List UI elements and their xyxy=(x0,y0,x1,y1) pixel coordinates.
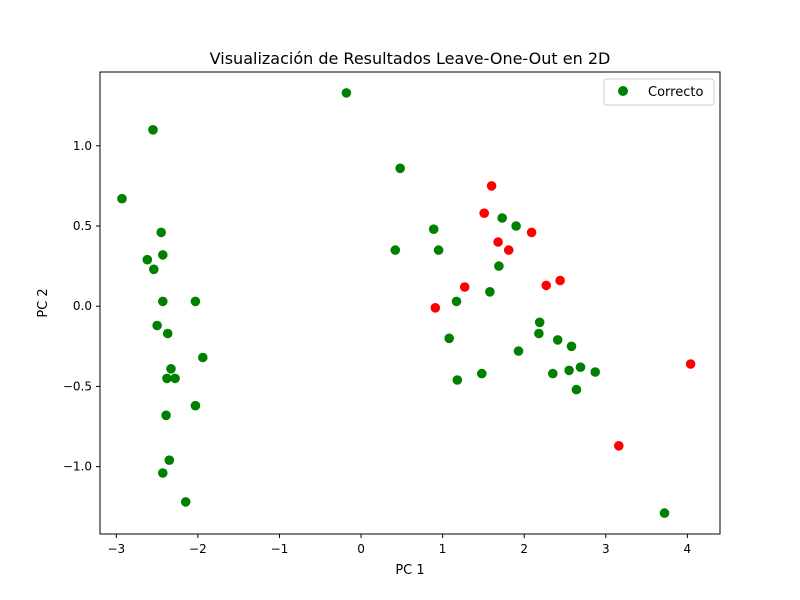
data-point xyxy=(571,384,582,395)
data-point xyxy=(170,373,180,384)
data-point xyxy=(164,455,175,466)
chart-title: Visualización de Resultados Leave-One-Ou… xyxy=(210,49,611,68)
x-tick-label: 3 xyxy=(602,542,610,556)
x-tick-label: −1 xyxy=(271,542,289,556)
data-point xyxy=(534,317,545,328)
data-point xyxy=(477,368,487,379)
data-point xyxy=(190,400,201,411)
y-axis-ticks: −1.0 −0.5 0.0 0.5 1.0 xyxy=(63,139,100,474)
data-point xyxy=(552,335,563,345)
data-point xyxy=(158,468,168,478)
data-point xyxy=(486,181,497,191)
legend-label: Correcto xyxy=(648,85,703,100)
data-point xyxy=(575,362,586,373)
data-point xyxy=(493,237,503,247)
data-point xyxy=(149,264,159,275)
data-point xyxy=(162,328,173,339)
data-point xyxy=(444,333,455,344)
data-point xyxy=(526,227,537,238)
data-point xyxy=(117,193,127,204)
data-point xyxy=(148,125,158,135)
data-point xyxy=(430,303,441,313)
data-point xyxy=(142,254,153,265)
data-point xyxy=(485,287,495,297)
plot-area-frame xyxy=(99,71,721,535)
y-tick-label: 0.5 xyxy=(73,219,92,233)
data-point xyxy=(161,410,171,421)
data-point xyxy=(452,375,463,385)
y-tick-label: −1.0 xyxy=(63,460,92,474)
data-point xyxy=(494,261,504,271)
data-point xyxy=(190,296,201,307)
data-point xyxy=(479,208,490,218)
data-point xyxy=(158,296,168,307)
data-point xyxy=(341,88,352,98)
data-point xyxy=(180,497,191,507)
data-point xyxy=(511,221,521,231)
data-point xyxy=(513,346,524,356)
data-point xyxy=(590,367,600,377)
data-point xyxy=(564,365,574,376)
data-point xyxy=(390,245,401,255)
data-point xyxy=(198,352,208,363)
y-tick-label: −0.5 xyxy=(63,379,92,393)
x-tick-label: −2 xyxy=(189,542,207,556)
x-axis-label: PC 1 xyxy=(395,563,424,578)
data-point xyxy=(166,364,176,374)
x-tick-label: −3 xyxy=(107,542,125,556)
data-point xyxy=(451,296,462,307)
legend: Correcto xyxy=(603,78,715,106)
legend-box xyxy=(603,78,715,106)
data-point xyxy=(162,373,172,384)
data-point xyxy=(534,328,544,339)
data-point xyxy=(395,163,406,174)
x-tick-label: 4 xyxy=(684,542,692,556)
data-point xyxy=(555,275,565,286)
data-point xyxy=(152,320,162,331)
y-tick-label: 0.0 xyxy=(73,299,92,313)
data-point xyxy=(503,245,514,255)
data-point xyxy=(685,359,696,369)
data-point xyxy=(541,280,551,291)
x-tick-label: 1 xyxy=(439,542,447,556)
y-axis-label: PC 2 xyxy=(36,288,51,317)
legend-marker xyxy=(618,86,628,96)
data-point xyxy=(497,213,508,223)
y-tick-label: 1.0 xyxy=(73,139,92,153)
x-tick-label: 2 xyxy=(520,542,528,556)
data-point xyxy=(659,508,670,518)
data-point xyxy=(548,368,558,379)
x-tick-label: 0 xyxy=(357,542,365,556)
data-point xyxy=(156,227,166,238)
data-point xyxy=(566,341,577,352)
data-point xyxy=(433,245,444,255)
data-points xyxy=(117,88,696,518)
data-point xyxy=(428,224,439,234)
x-axis-ticks: −3 −2 −1 0 1 2 3 4 xyxy=(107,534,691,556)
data-point xyxy=(614,441,624,451)
data-point xyxy=(459,282,470,292)
data-point xyxy=(158,250,168,260)
